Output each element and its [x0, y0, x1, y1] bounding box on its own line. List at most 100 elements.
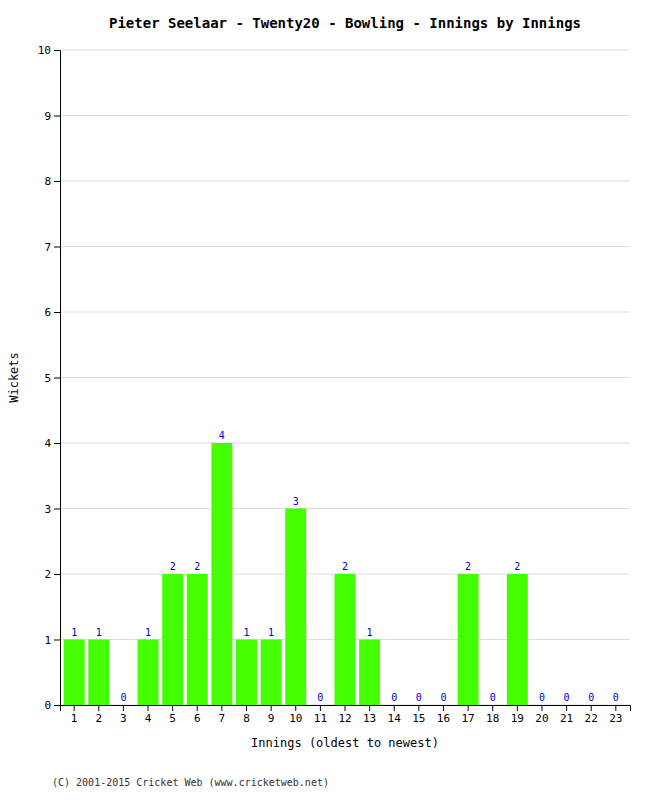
y-tick-label: 6	[44, 306, 51, 319]
y-tick-label: 7	[44, 241, 51, 254]
x-tick: 8	[243, 705, 250, 725]
bar	[138, 640, 159, 706]
y-tick-label: 9	[44, 110, 51, 123]
y-tick-label: 10	[38, 44, 51, 57]
y-tick-mark	[54, 247, 60, 248]
data-label: 0	[539, 692, 545, 703]
x-tick-mark	[74, 705, 75, 711]
data-label: 2	[465, 561, 471, 572]
x-tick-label: 3	[120, 712, 127, 725]
bar	[187, 574, 208, 705]
y-tick: 1	[44, 634, 60, 647]
data-labels: 11012241130210002020000	[71, 430, 619, 703]
y-tick-label: 1	[44, 634, 51, 647]
x-axis-line	[61, 706, 631, 712]
bar	[261, 640, 282, 706]
x-tick: 4	[145, 705, 152, 725]
y-tick-mark	[54, 705, 60, 706]
y-tick: 9	[44, 110, 60, 123]
x-tick-mark	[172, 705, 173, 711]
y-tick-mark	[54, 640, 60, 641]
y-tick: 4	[44, 437, 60, 450]
bar	[211, 443, 232, 705]
grid-line	[60, 508, 630, 509]
y-axis-line	[54, 51, 61, 706]
grid-line	[60, 181, 630, 182]
x-tick: 9	[268, 705, 275, 725]
bar	[458, 574, 479, 705]
x-tick: 3	[120, 705, 127, 725]
grid-line	[60, 377, 630, 378]
x-tick: 23	[609, 705, 622, 725]
x-tick-label: 2	[95, 712, 102, 725]
y-tick-label: 4	[44, 437, 51, 450]
x-tick-label: 5	[169, 712, 176, 725]
y-tick-label: 0	[44, 699, 51, 712]
x-tick: 17	[461, 705, 474, 725]
x-tick-mark	[468, 705, 469, 711]
y-tick: 3	[44, 503, 60, 516]
y-tick: 0	[44, 699, 60, 712]
x-tick-label: 7	[219, 712, 226, 725]
x-tick: 5	[169, 705, 176, 725]
y-tick: 8	[44, 175, 60, 188]
bars	[64, 443, 528, 705]
x-tick-mark	[615, 705, 616, 711]
bar	[384, 705, 405, 706]
x-tick-mark	[246, 705, 247, 711]
data-label: 1	[96, 627, 102, 638]
y-tick-label: 3	[44, 503, 51, 516]
x-tick-label: 6	[194, 712, 201, 725]
x-tick-label: 1	[71, 712, 78, 725]
plot: 1234567891011121314151617181920212223012…	[38, 44, 631, 725]
bar	[408, 705, 429, 706]
y-tick-mark	[54, 378, 60, 379]
y-tick: 2	[44, 568, 60, 581]
y-axis-title: Wickets	[7, 352, 21, 403]
data-label: 0	[440, 692, 446, 703]
x-tick-mark	[418, 705, 419, 711]
x-tick-label: 14	[388, 712, 402, 725]
bar	[605, 705, 626, 706]
bar	[359, 640, 380, 706]
data-label: 4	[219, 430, 225, 441]
grid-line	[60, 443, 630, 444]
y-tick-mark	[54, 312, 60, 313]
chart: 1234567891011121314151617181920212223012…	[0, 0, 650, 800]
x-tick-mark	[98, 705, 99, 711]
y-tick-mark	[54, 116, 60, 117]
x-tick-label: 9	[268, 712, 275, 725]
x-tick: 11	[314, 705, 327, 725]
x-tick-mark	[492, 705, 493, 711]
y-tick-mark	[54, 443, 60, 444]
y-tick: 6	[44, 306, 60, 319]
y-tick-label: 5	[44, 372, 51, 385]
data-label: 1	[71, 627, 77, 638]
x-tick: 15	[412, 705, 425, 725]
x-axis-title: Innings (oldest to newest)	[251, 736, 439, 750]
x-tick-mark	[517, 705, 518, 711]
y-tick: 5	[44, 372, 60, 385]
x-tick: 16	[437, 705, 450, 725]
data-label: 2	[514, 561, 520, 572]
x-tick-label: 10	[289, 712, 302, 725]
x-tick-label: 23	[609, 712, 622, 725]
x-tick-mark	[320, 705, 321, 711]
x-tick-label: 11	[314, 712, 327, 725]
data-label: 0	[588, 692, 594, 703]
bar	[335, 574, 356, 705]
bar	[433, 705, 454, 706]
grid-line	[60, 115, 630, 116]
bar	[236, 640, 257, 706]
grid-line	[60, 246, 630, 247]
x-tick: 19	[511, 705, 524, 725]
x-axis: 1234567891011121314151617181920212223	[61, 705, 631, 725]
data-label: 0	[490, 692, 496, 703]
x-tick-label: 12	[338, 712, 351, 725]
y-axis: 0 1 2 3 4 5 6 7 8 9 10	[38, 44, 61, 712]
data-label: 2	[170, 561, 176, 572]
footer: (C) 2001-2015 Cricket Web (www.cricketwe…	[52, 777, 329, 788]
bar	[507, 574, 528, 705]
x-tick: 10	[289, 705, 302, 725]
x-tick-label: 21	[560, 712, 573, 725]
